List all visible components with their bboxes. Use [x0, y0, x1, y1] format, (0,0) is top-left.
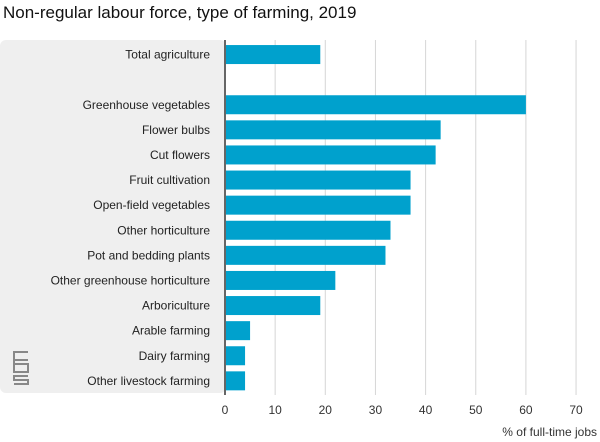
bar: [226, 346, 246, 366]
chart-title: Non-regular labour force, type of farmin…: [3, 3, 357, 22]
category-label: Arable farming: [132, 324, 210, 338]
bar: [226, 270, 336, 290]
bar: [226, 321, 251, 341]
x-axis-label: % of full-time jobs: [502, 425, 597, 439]
bar: [226, 170, 411, 190]
category-label: Greenhouse vegetables: [83, 98, 210, 112]
bar: [226, 195, 411, 215]
category-label: Pot and bedding plants: [87, 248, 210, 262]
bar: [226, 371, 246, 391]
bar: [226, 45, 321, 65]
x-tick-label: 60: [519, 403, 533, 417]
bar: [226, 296, 321, 316]
bar: [226, 245, 386, 265]
x-tick-label: 20: [319, 403, 333, 417]
category-label: Open-field vegetables: [93, 198, 210, 212]
bar: [226, 220, 391, 240]
cbs-logo: [13, 351, 29, 385]
label-panel: [0, 40, 226, 393]
category-label: Other greenhouse horticulture: [51, 273, 211, 287]
x-tick-label: 30: [369, 403, 383, 417]
x-tick-label: 10: [268, 403, 282, 417]
category-label: Flower bulbs: [142, 123, 210, 137]
category-label: Other horticulture: [117, 223, 210, 237]
x-tick-label: 70: [569, 403, 583, 417]
x-tick-label: 0: [222, 403, 229, 417]
category-label: Dairy farming: [139, 349, 210, 363]
x-tick-label: 50: [469, 403, 483, 417]
category-label: Total agriculture: [125, 48, 210, 62]
bar: [226, 145, 436, 165]
category-label: Fruit cultivation: [129, 173, 210, 187]
x-tick-label: 40: [419, 403, 433, 417]
bar: [226, 120, 441, 140]
category-label: Other livestock farming: [87, 374, 210, 388]
category-label: Cut flowers: [150, 148, 210, 162]
bar: [226, 95, 526, 115]
category-label: Arboriculture: [142, 299, 210, 313]
